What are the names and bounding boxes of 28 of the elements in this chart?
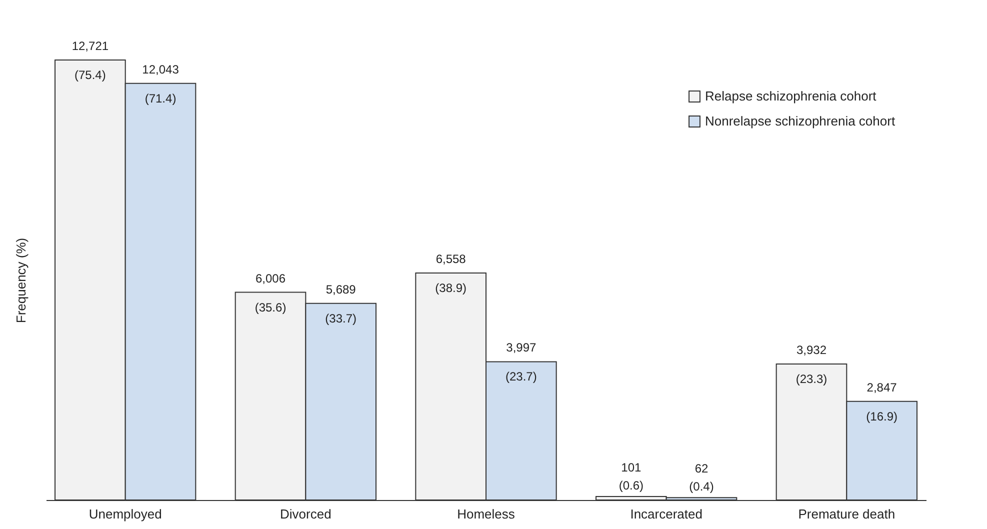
data-label: (16.9) (866, 409, 898, 424)
data-label: (0.6) (618, 478, 644, 492)
data-label: (71.4) (144, 91, 176, 106)
annotation: 6,006 (255, 271, 286, 286)
legend-label: Nonrelapse schizophrenia cohort (705, 114, 896, 128)
data-label: (75.4) (74, 68, 106, 82)
x-tick-label: Unemployed (88, 506, 162, 522)
data-label: (23.3) (796, 372, 828, 386)
data-label: (33.7) (325, 311, 357, 326)
annotation: 12,043 (142, 62, 180, 76)
data-label: (35.6) (254, 300, 286, 314)
y-axis-title: Frequency (%) (14, 238, 28, 324)
annotation: 3,997 (506, 340, 537, 355)
annotation: 101 (621, 460, 642, 474)
annotation: 2,847 (866, 380, 898, 394)
legend-label: Relapse schizophrenia cohort (705, 88, 877, 104)
annotation: 62 (694, 462, 708, 476)
x-tick-label: Divorced (280, 506, 332, 522)
annotation: 12,721 (72, 39, 109, 53)
x-tick-label: Incarcerated (630, 506, 702, 522)
x-tick-label: Premature death (798, 506, 896, 522)
data-label: (0.4) (689, 480, 714, 494)
annotation: 3,932 (796, 343, 827, 358)
x-tick-label: Homeless (457, 506, 516, 522)
data-label: (23.7) (505, 370, 537, 384)
annotation: 6,558 (436, 252, 466, 266)
annotation: 5,689 (326, 282, 356, 296)
data-label: (38.9) (435, 280, 467, 295)
